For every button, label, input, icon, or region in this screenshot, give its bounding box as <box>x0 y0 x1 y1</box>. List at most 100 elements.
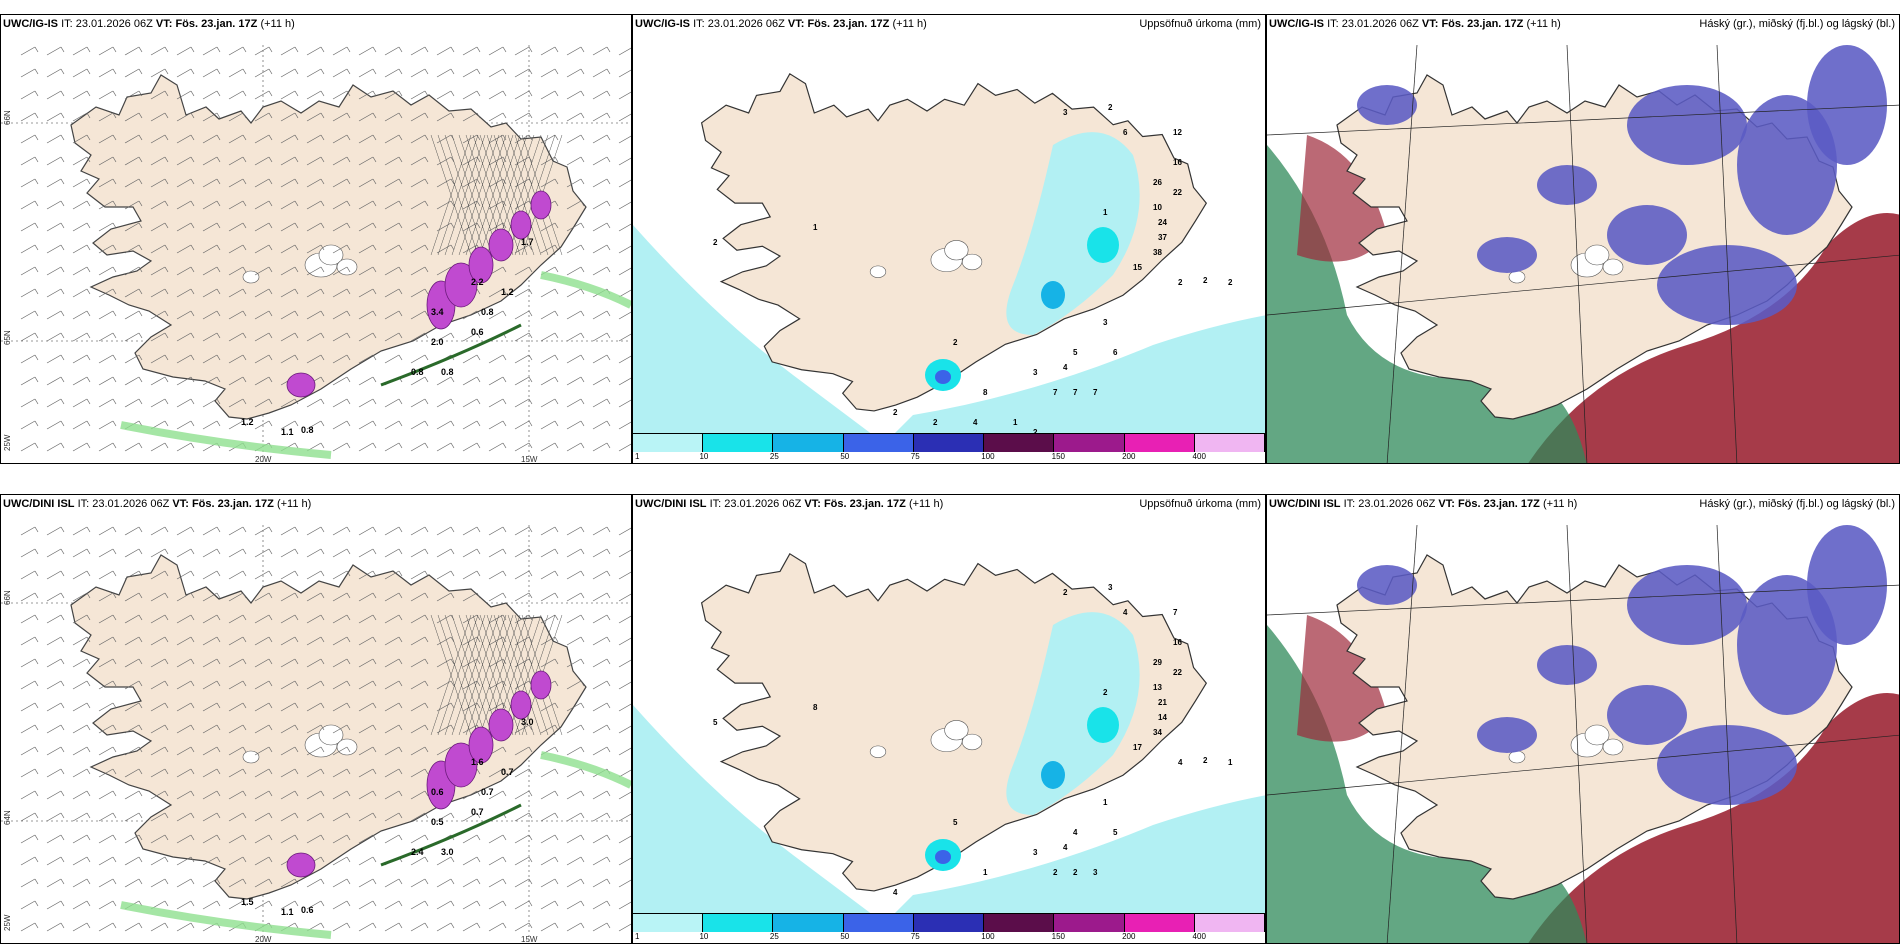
wind-barb <box>46 156 65 166</box>
wind-barb <box>228 244 247 254</box>
wind-barb <box>46 878 65 888</box>
wind-barb <box>540 834 559 844</box>
mid-cloud-area <box>1607 685 1687 745</box>
wind-barb <box>358 398 377 408</box>
wind-barb <box>462 592 481 602</box>
wind-barb <box>150 266 169 276</box>
wind-barb <box>228 354 247 364</box>
wind-barb <box>566 376 585 386</box>
wind-barb <box>462 812 481 822</box>
wind-barb <box>592 442 611 452</box>
wind-barb <box>98 856 117 866</box>
wind-barb <box>358 420 377 430</box>
wind-barb <box>358 702 377 712</box>
precip-value-label: 4 <box>1063 843 1068 852</box>
wind-barb <box>228 90 247 100</box>
wind-barb <box>98 900 117 910</box>
wind-barb <box>150 570 169 580</box>
wind-barb <box>20 812 39 822</box>
wind-barb <box>150 244 169 254</box>
wind-barb <box>384 178 403 188</box>
precip-value-label: 3.0 <box>521 717 534 727</box>
glacier-area <box>944 720 969 741</box>
wind-barb <box>410 834 429 844</box>
wind-barb <box>384 658 403 668</box>
wind-barb <box>514 922 533 932</box>
wind-barb <box>176 702 195 712</box>
wind-barb <box>150 112 169 122</box>
wind-barb <box>280 310 299 320</box>
wind-barb <box>592 134 611 144</box>
panel-cloud-row2: UWC/DINI ISL IT: 23.01.2026 06Z VT: Fös.… <box>1266 494 1900 944</box>
wind-barb <box>592 570 611 580</box>
wind-barb <box>618 527 631 536</box>
wind-barb <box>410 420 429 430</box>
wind-barb <box>332 812 351 822</box>
precip-value-label: 2.0 <box>431 337 444 347</box>
wind-barb <box>228 398 247 408</box>
wind-barb <box>124 112 143 122</box>
lat-label-25: 25W <box>3 914 12 931</box>
wind-barb <box>332 790 351 800</box>
wind-barb <box>488 856 507 866</box>
wind-barb <box>410 592 429 602</box>
wind-barb <box>462 90 481 100</box>
wind-barb <box>202 768 221 778</box>
wind-barb <box>436 376 455 386</box>
lon-label-15: 15W <box>521 935 538 944</box>
precip-value-label: 37 <box>1158 233 1167 242</box>
precip-value-label: 3 <box>1103 318 1108 327</box>
wind-barb <box>72 702 91 712</box>
panel-cloud-row1: UWC/IG-IS IT: 23.01.2026 06Z VT: Fös. 23… <box>1266 14 1900 464</box>
wind-barb <box>358 178 377 188</box>
wind-barb <box>436 90 455 100</box>
wind-barb <box>46 178 65 188</box>
wind-barb <box>514 332 533 342</box>
colorbar-segment <box>1054 434 1125 452</box>
precip-core <box>935 370 951 384</box>
wind-barb <box>384 592 403 602</box>
wind-barb <box>566 526 585 536</box>
wind-barb <box>176 354 195 364</box>
wind-barb <box>410 680 429 690</box>
wind-barb <box>566 724 585 734</box>
wind-barb <box>176 332 195 342</box>
wind-barb <box>462 790 481 800</box>
precip-value-label: 3 <box>1063 108 1068 117</box>
wind-barb <box>280 614 299 624</box>
wind-barb <box>98 614 117 624</box>
wind-barb <box>332 442 351 452</box>
wind-barb <box>98 834 117 844</box>
wind-barb <box>462 376 481 386</box>
precip-value-label: 2 <box>1053 868 1058 877</box>
wind-barb <box>280 46 299 56</box>
mid-cloud-area <box>1657 245 1797 325</box>
precip-value-label: 14 <box>1158 713 1167 722</box>
wind-barb <box>176 156 195 166</box>
wind-barb <box>592 658 611 668</box>
wind-barb <box>436 332 455 342</box>
wind-barb <box>280 244 299 254</box>
wind-barb <box>176 878 195 888</box>
wind-barb <box>254 288 273 298</box>
wind-barb <box>124 244 143 254</box>
wind-barb <box>72 288 91 298</box>
wind-barb <box>202 812 221 822</box>
wind-barb <box>46 398 65 408</box>
wind-barb <box>566 420 585 430</box>
wind-barb <box>228 614 247 624</box>
wind-barb <box>306 354 325 364</box>
wind-barb <box>124 790 143 800</box>
graticule-line <box>1267 584 1899 616</box>
wind-barb <box>98 68 117 78</box>
wind-barb <box>46 244 65 254</box>
precip-value-label: 2 <box>1108 103 1113 112</box>
precip-value-label: 2 <box>1073 868 1078 877</box>
wind-barb <box>124 592 143 602</box>
wind-barb <box>98 46 117 56</box>
wind-barb <box>358 812 377 822</box>
convective-precip-cell <box>530 670 552 700</box>
wind-barb <box>280 746 299 756</box>
wind-barb <box>98 526 117 536</box>
wind-barb <box>228 376 247 386</box>
